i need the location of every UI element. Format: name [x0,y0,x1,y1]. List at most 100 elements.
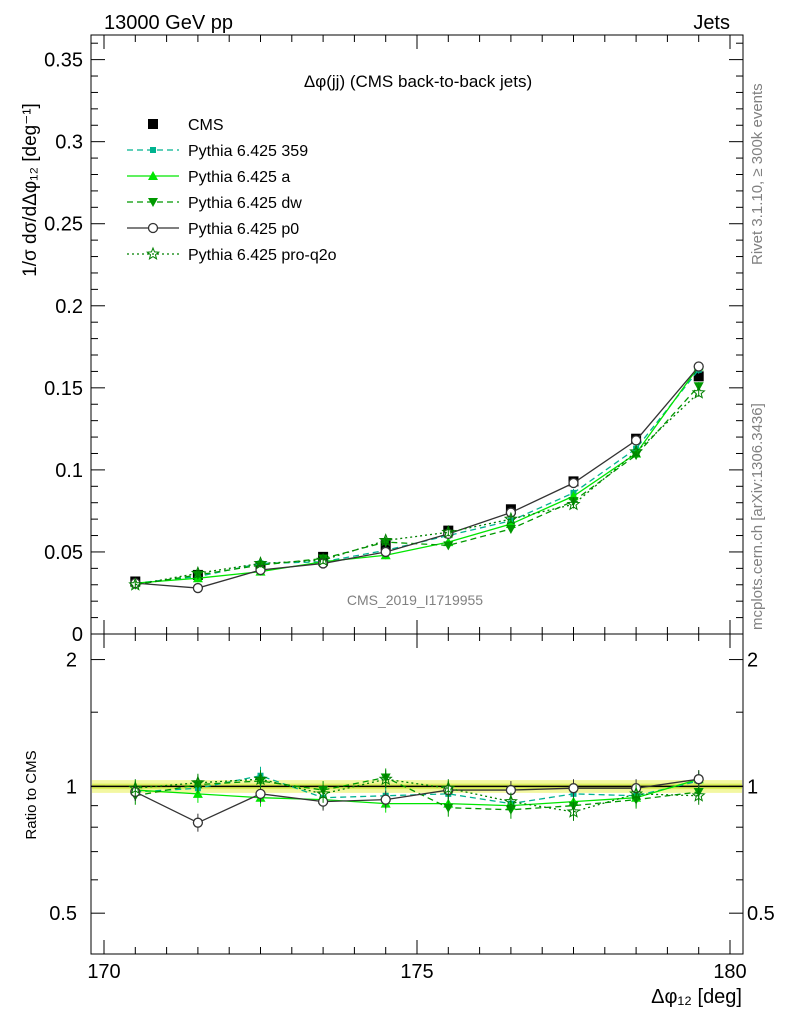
ratio-series-2 [130,768,704,819]
ratio-series-4 [128,770,706,821]
ratio-point [443,803,454,813]
legend-entry: Pythia 6.425 a [127,169,290,186]
data-point [190,565,205,580]
data-point [441,524,456,539]
ratio-line [135,778,699,813]
ratio-line [135,776,699,811]
process-label: Jets [693,12,730,34]
legend-marker [150,147,156,153]
y-axis-label: 1/σ dσ/dΔφ₁₂ [deg⁻¹] [20,103,41,277]
ratio-point [316,786,331,800]
legend-entry: Pythia 6.425 p0 [127,221,299,238]
ratio-point [568,783,579,794]
legend-label: Pythia 6.425 p0 [188,221,299,238]
ratio-line [135,778,699,807]
legend-label: Pythia 6.425 dw [188,195,302,212]
legend-marker [148,119,158,129]
series-0 [130,371,704,587]
ratio-tick-label: 2 [66,650,77,672]
legend: CMS Pythia 6.425 359 Pythia 6.425 a Pythia … [127,117,337,264]
series-line [135,366,700,584]
energy-label: 13000 GeV pp [104,12,233,34]
ratio-line [135,775,699,805]
y-tick-label: 0.3 [55,132,83,154]
ratio-y-axis-label: Ratio to CMS [23,750,40,839]
legend-entry: CMS [148,117,224,134]
ratio-point [128,780,143,795]
ratio-point [253,771,268,786]
ratio-point [380,794,391,805]
legend-marker [148,198,158,207]
y-tick-label: 0 [72,624,83,646]
legend-label: Pythia 6.425 359 [188,143,308,160]
ratio-plot-area: 0.5 0.5 1 1 2 2 [49,650,775,926]
data-point [443,541,454,551]
series-line [135,369,700,584]
plot-title: Δφ(jj) (CMS back-to-back jets) [304,72,532,91]
legend-marker [148,171,158,180]
series-line [135,392,700,586]
x-axis-label: Δφ₁₂ [deg] [651,986,742,1008]
data-point [566,496,581,511]
ratio-point [378,771,393,786]
data-point [630,435,642,446]
series-5 [128,385,706,591]
ratio-point [255,788,266,799]
legend-entry: Pythia 6.425 pro-q2o [127,246,337,264]
data-point [128,577,143,591]
legend-marker [145,246,161,260]
ratio-point [441,780,456,795]
y-tick-label: 0.2 [55,296,83,318]
data-point [691,385,706,399]
watermark: CMS_2019_I1719955 [347,592,483,608]
ratio-point [190,775,205,789]
main-plot-area: 0 0.05 0.1 0.15 0.2 0.25 0.3 0.35 170 175 180 [44,35,747,983]
ratio-frame [90,633,744,955]
legend-label: Pythia 6.425 a [188,169,290,186]
y-tick-label: 0.25 [44,214,83,236]
ratio-tick-label-right: 0.5 [747,903,775,925]
x-tick-label: 180 [713,961,746,983]
legend-marker [147,222,159,234]
data-point [568,477,579,489]
series-line [135,366,700,589]
ratio-tick-label: 0.5 [49,903,77,925]
series-line [135,385,700,586]
data-point [503,511,518,526]
y-tick-label: 0.15 [44,378,83,400]
y-tick-label: 0.1 [55,460,83,482]
data-point [253,556,268,570]
ratio-tick-label: 1 [66,776,77,798]
series-2 [130,361,704,588]
x-tick-label: 170 [87,961,120,983]
ratio-point [693,774,704,785]
y-tick-label: 0.05 [44,542,83,564]
data-point [629,444,644,458]
series-4 [130,361,704,594]
y-tick-label: 0.35 [44,50,83,72]
data-point [693,361,704,372]
series-1 [132,365,702,588]
data-point [192,582,204,594]
series-3 [130,382,704,590]
legend-label: Pythia 6.425 pro-q2o [188,247,337,264]
ratio-point [566,804,581,818]
data-point [693,371,704,382]
legend-label: CMS [188,117,224,134]
data-point [316,552,331,567]
ratio-point [503,794,518,808]
data-point [380,546,391,558]
legend-entry: Pythia 6.425 dw [127,195,302,212]
legend-entry: Pythia 6.425 359 [127,143,308,160]
rivet-label: Rivet 3.1.10, ≥ 300k events [749,83,766,265]
data-point [378,533,393,547]
ratio-point [629,786,644,800]
x-tick-label: 175 [400,961,433,983]
ratio-line [135,778,699,824]
ratio-tick-label-right: 1 [747,776,758,798]
mcplots-label: mcplots.cern.ch [arXiv:1306.3436] [749,403,766,630]
ratio-point [691,788,706,802]
ratio-tick-label-right: 2 [747,650,758,672]
ratio-point [192,817,204,828]
